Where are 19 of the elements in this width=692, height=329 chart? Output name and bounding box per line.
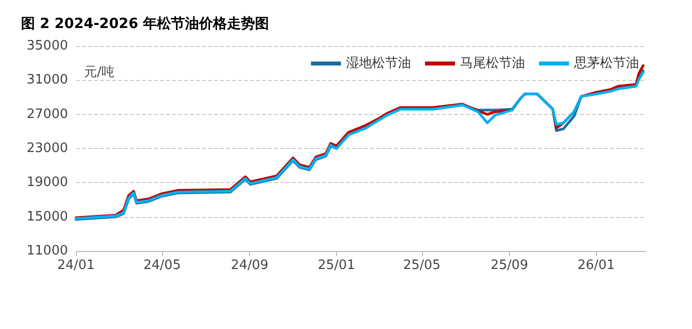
chart-title: 图 2 2024-2026 年松节油价格走势图 <box>21 16 270 32</box>
y-tick-label: 23000 <box>26 141 68 156</box>
x-tick-label: 26/01 <box>577 258 615 273</box>
y-axis-title: 元/吨 <box>84 65 114 80</box>
legend-label: 湿地松节油 <box>346 56 411 71</box>
y-tick-label: 35000 <box>26 38 68 54</box>
x-tick-label: 25/01 <box>318 258 356 273</box>
legend-label: 思茅松节油 <box>573 56 639 71</box>
y-tick-label: 19000 <box>26 175 68 190</box>
x-tick-label: 24/01 <box>57 258 95 273</box>
y-tick-label: 11000 <box>26 244 68 258</box>
x-tick-label: 25/05 <box>403 258 441 273</box>
y-tick-label: 27000 <box>26 106 68 122</box>
legend-label: 马尾松节油 <box>460 56 525 71</box>
x-tick-label: 24/05 <box>143 258 181 273</box>
x-tick-label: 25/09 <box>490 258 528 273</box>
x-tick-label: 24/09 <box>230 258 268 273</box>
y-tick-label: 15000 <box>26 209 68 224</box>
y-tick-label: 31000 <box>26 72 68 88</box>
